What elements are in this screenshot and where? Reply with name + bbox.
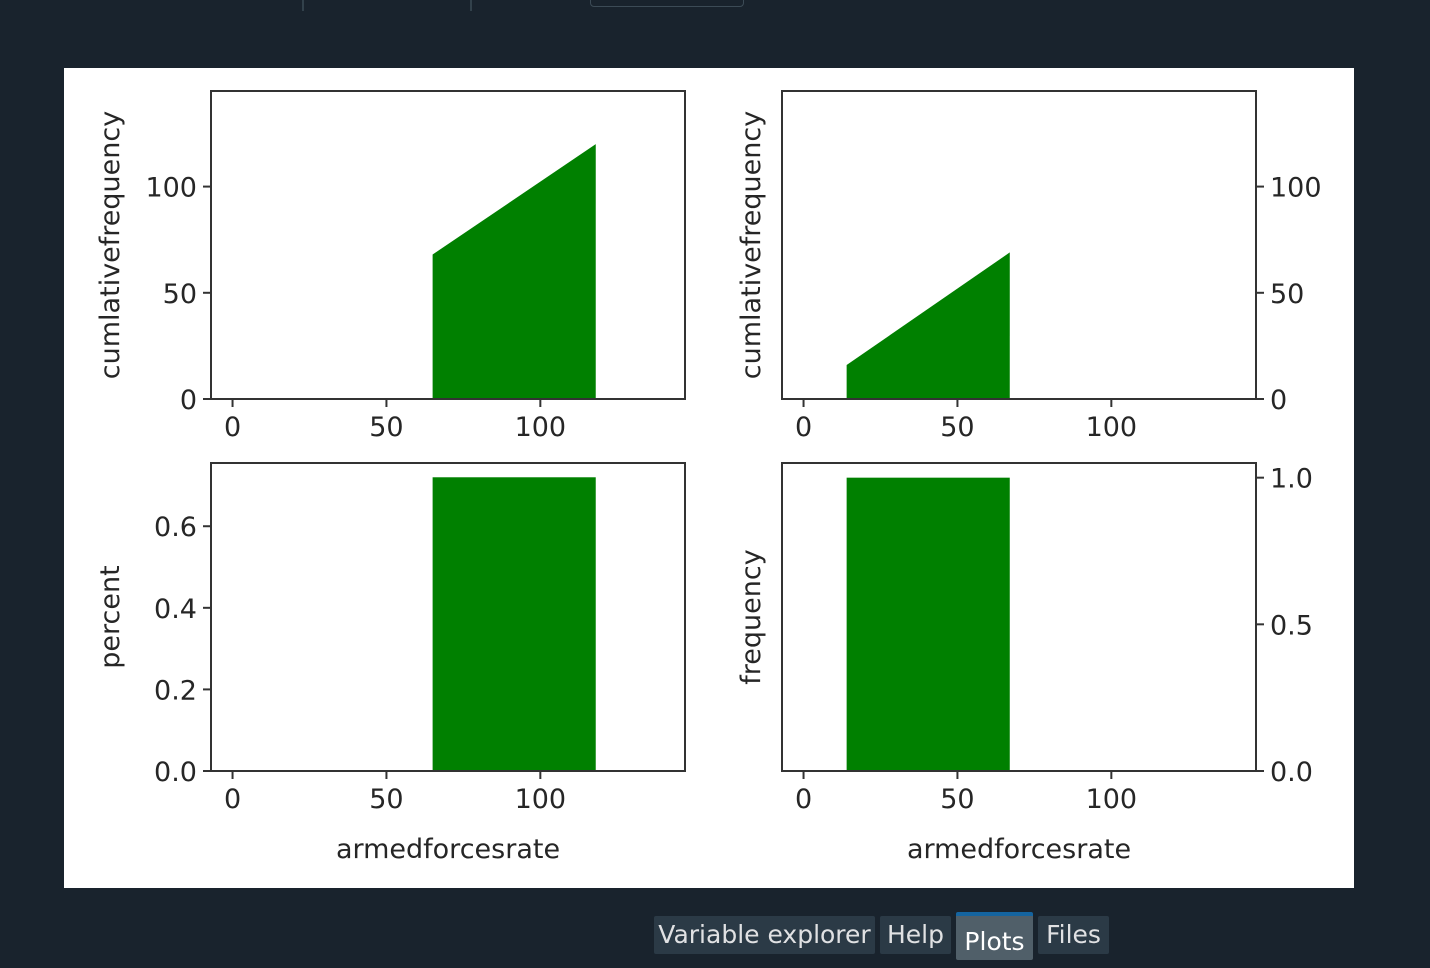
y-tick-label: 100 — [145, 173, 197, 204]
y-axis-label: cumlativefrequency — [95, 111, 126, 379]
top-toolbar-remnant — [0, 0, 1430, 12]
tab-plots[interactable]: Plots — [956, 912, 1033, 960]
x-tick-label: 0 — [795, 784, 812, 815]
y-tick-label: 0.4 — [154, 594, 197, 625]
x-tick-label: 100 — [515, 412, 567, 443]
x-tick-label: 0 — [224, 784, 241, 815]
x-tick-label: 0 — [224, 412, 241, 443]
x-axis-label: armedforcesrate — [336, 834, 560, 865]
y-axis-label: frequency — [736, 549, 767, 684]
histogram-bar — [432, 477, 596, 771]
axes-frame — [781, 90, 1257, 400]
y-tick-label: 0.2 — [154, 675, 197, 706]
cumulative-area-series — [846, 252, 1010, 399]
x-tick-label: 0 — [795, 412, 812, 443]
plot-figure: 0 50 100 0 50 100 cumlativefrequency 0 50 100 0 50 1… — [64, 68, 1354, 888]
x-tick-label: 50 — [940, 412, 974, 443]
axes-frame — [210, 90, 686, 400]
toolbar-separator — [470, 0, 472, 11]
y-tick-label: 50 — [163, 279, 197, 310]
x-tick-label: 100 — [1086, 784, 1138, 815]
x-axis-label: armedforcesrate — [907, 834, 1131, 865]
y-tick-label: 1.0 — [1270, 464, 1313, 495]
toolbar-separator — [302, 0, 304, 11]
tab-variable-explorer[interactable]: Variable explorer — [654, 916, 875, 954]
x-tick-label: 50 — [369, 784, 403, 815]
toolbar-input[interactable] — [590, 0, 744, 7]
x-tick-label: 100 — [1086, 412, 1138, 443]
y-tick-label: 0 — [180, 385, 197, 416]
y-tick-label: 100 — [1270, 173, 1322, 204]
y-axis-label: cumlativefrequency — [736, 111, 767, 379]
tab-files[interactable]: Files — [1038, 916, 1109, 954]
x-tick-label: 50 — [940, 784, 974, 815]
y-tick-label: 0.6 — [154, 512, 197, 543]
x-tick-label: 50 — [369, 412, 403, 443]
y-tick-label: 0.0 — [154, 757, 197, 788]
y-tick-label: 0.0 — [1270, 757, 1313, 788]
y-tick-label: 50 — [1270, 279, 1304, 310]
y-tick-label: 0.5 — [1270, 610, 1313, 641]
figure-canvas: 0 50 100 0 50 100 cumlativefrequency 0 50 100 0 50 1… — [95, 90, 1322, 865]
y-tick-label: 0 — [1270, 385, 1287, 416]
axes-frame — [210, 462, 686, 772]
axes-frame — [781, 462, 1257, 772]
cumulative-area-series — [432, 144, 596, 399]
x-tick-label: 100 — [515, 784, 567, 815]
tab-help[interactable]: Help — [880, 916, 951, 954]
y-axis-label: percent — [95, 565, 126, 668]
histogram-bar — [846, 477, 1010, 771]
